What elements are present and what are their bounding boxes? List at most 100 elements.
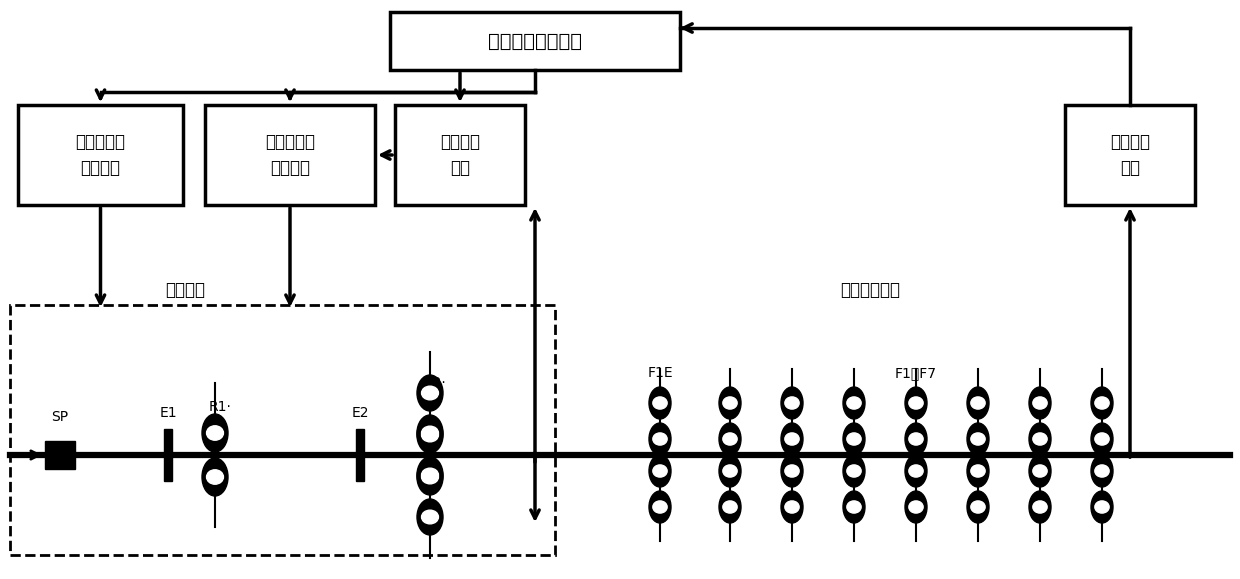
Ellipse shape — [422, 386, 439, 400]
Ellipse shape — [1095, 501, 1109, 513]
Bar — [19, 105, 184, 205]
Ellipse shape — [971, 397, 985, 409]
Ellipse shape — [417, 415, 443, 451]
Ellipse shape — [905, 491, 928, 523]
Ellipse shape — [719, 387, 742, 419]
Ellipse shape — [1029, 455, 1052, 487]
Ellipse shape — [781, 491, 804, 523]
Ellipse shape — [847, 465, 861, 477]
Ellipse shape — [971, 465, 985, 477]
Ellipse shape — [967, 423, 990, 455]
Ellipse shape — [785, 397, 799, 409]
Ellipse shape — [652, 465, 667, 477]
Ellipse shape — [417, 459, 443, 495]
Text: R1·: R1· — [208, 400, 232, 414]
Ellipse shape — [905, 455, 928, 487]
Bar — [205, 105, 374, 205]
Ellipse shape — [417, 375, 443, 411]
Ellipse shape — [1029, 387, 1052, 419]
Bar — [10, 305, 556, 555]
Ellipse shape — [843, 491, 866, 523]
Ellipse shape — [649, 455, 671, 487]
Ellipse shape — [843, 455, 866, 487]
Text: 精轧宽度
测量: 精轧宽度 测量 — [1110, 134, 1149, 177]
Ellipse shape — [909, 465, 923, 477]
Ellipse shape — [909, 433, 923, 445]
Ellipse shape — [202, 458, 228, 496]
Ellipse shape — [422, 468, 439, 482]
Ellipse shape — [719, 455, 742, 487]
Ellipse shape — [843, 387, 866, 419]
Ellipse shape — [1091, 491, 1114, 523]
Ellipse shape — [785, 501, 799, 513]
Ellipse shape — [847, 397, 861, 409]
Ellipse shape — [1091, 387, 1114, 419]
Ellipse shape — [1095, 397, 1109, 409]
Ellipse shape — [1033, 501, 1047, 513]
Ellipse shape — [1033, 397, 1047, 409]
Text: SP: SP — [51, 410, 68, 424]
Ellipse shape — [785, 465, 799, 477]
Ellipse shape — [202, 414, 228, 452]
Text: 粗轧轧制再
设定计算: 粗轧轧制再 设定计算 — [265, 134, 315, 177]
Ellipse shape — [785, 433, 799, 445]
Ellipse shape — [649, 491, 671, 523]
Ellipse shape — [723, 397, 737, 409]
Ellipse shape — [723, 501, 737, 513]
Bar — [1065, 105, 1195, 205]
Ellipse shape — [417, 417, 443, 453]
Bar — [356, 429, 365, 481]
Text: 粗轧轧制: 粗轧轧制 — [165, 281, 205, 299]
Ellipse shape — [652, 501, 667, 513]
Ellipse shape — [909, 501, 923, 513]
Ellipse shape — [843, 423, 866, 455]
Text: 粗轧宽度目标计算: 粗轧宽度目标计算 — [489, 31, 582, 50]
Ellipse shape — [723, 433, 737, 445]
Ellipse shape — [781, 423, 804, 455]
Ellipse shape — [207, 426, 223, 440]
Ellipse shape — [649, 387, 671, 419]
Ellipse shape — [417, 499, 443, 535]
Ellipse shape — [417, 457, 443, 493]
Ellipse shape — [1033, 433, 1047, 445]
Ellipse shape — [971, 433, 985, 445]
Ellipse shape — [422, 470, 439, 484]
Ellipse shape — [649, 423, 671, 455]
Ellipse shape — [967, 387, 990, 419]
Bar — [164, 429, 172, 481]
Ellipse shape — [1091, 455, 1114, 487]
Ellipse shape — [1029, 423, 1052, 455]
Ellipse shape — [967, 455, 990, 487]
Ellipse shape — [719, 423, 742, 455]
Ellipse shape — [723, 465, 737, 477]
Ellipse shape — [1033, 465, 1047, 477]
Ellipse shape — [422, 510, 439, 524]
Ellipse shape — [207, 470, 223, 484]
Ellipse shape — [422, 426, 439, 440]
Ellipse shape — [847, 433, 861, 445]
Ellipse shape — [719, 491, 742, 523]
Bar — [391, 12, 680, 70]
Text: F1E: F1E — [647, 366, 673, 380]
Ellipse shape — [909, 397, 923, 409]
Ellipse shape — [781, 455, 804, 487]
Text: 粗轧宽度
测量: 粗轧宽度 测量 — [440, 134, 480, 177]
Ellipse shape — [781, 387, 804, 419]
Ellipse shape — [422, 428, 439, 442]
Ellipse shape — [1091, 423, 1114, 455]
Ellipse shape — [1095, 465, 1109, 477]
Ellipse shape — [1029, 491, 1052, 523]
Ellipse shape — [905, 423, 928, 455]
Ellipse shape — [652, 433, 667, 445]
Text: E1: E1 — [159, 406, 177, 420]
Text: 粗轧轧制预
设定计算: 粗轧轧制预 设定计算 — [76, 134, 125, 177]
Ellipse shape — [847, 501, 861, 513]
Text: F1～F7: F1～F7 — [895, 366, 937, 380]
Text: 精轧轧制过程: 精轧轧制过程 — [839, 281, 900, 299]
Bar — [45, 441, 74, 469]
Ellipse shape — [967, 491, 990, 523]
Ellipse shape — [1095, 433, 1109, 445]
Ellipse shape — [971, 501, 985, 513]
Ellipse shape — [652, 397, 667, 409]
Ellipse shape — [905, 387, 928, 419]
